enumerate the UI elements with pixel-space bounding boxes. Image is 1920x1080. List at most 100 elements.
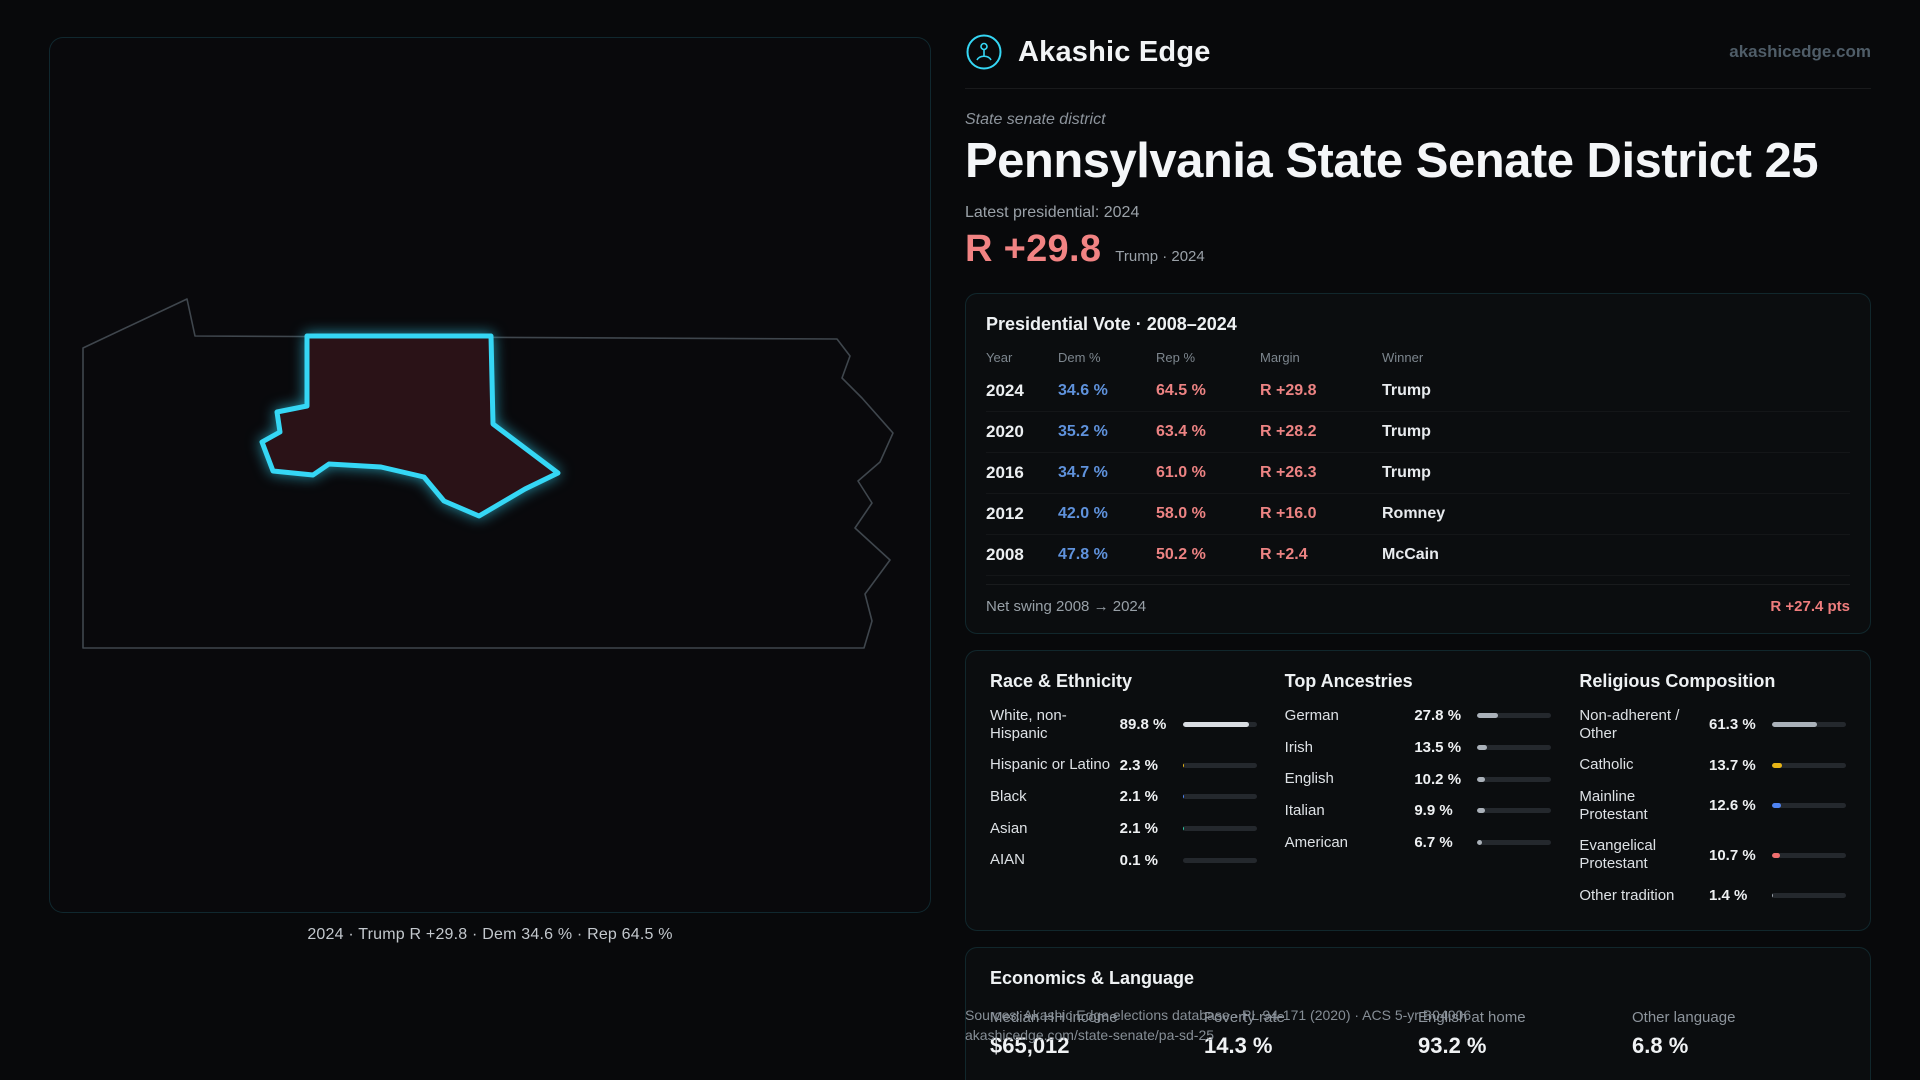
col-header-dem: Dem %: [1058, 350, 1101, 366]
demo-bar: [1771, 803, 1846, 809]
stat-label: Other language: [1632, 1008, 1736, 1026]
demo-row: Irish 13.5 %: [1285, 732, 1552, 764]
pennsylvania-map: [82, 298, 894, 649]
cell-winner: Trump: [1382, 463, 1431, 481]
demo-label: Mainline Protestant: [1579, 787, 1648, 823]
demo-label: AIAN: [990, 851, 1026, 869]
demo-bar-fill: [1182, 722, 1250, 728]
demo-value: 61.3 %: [1708, 716, 1756, 734]
headline-margin-value: R +29.8: [965, 227, 1102, 270]
table-row: 2024 34.6 % 64.5 % R +29.8 Trump: [986, 371, 1850, 412]
race-ethnicity-title: Race & Ethnicity: [990, 670, 1133, 691]
stat-value: 6.8 %: [1632, 1032, 1689, 1058]
cell-year: 2024: [986, 380, 1024, 400]
demo-value: 9.9 %: [1414, 802, 1453, 820]
cell-winner: Trump: [1382, 381, 1431, 399]
demo-label: Hispanic or Latino: [990, 756, 1111, 774]
demo-value: 2.3 %: [1119, 756, 1159, 774]
cell-winner: Trump: [1382, 422, 1431, 440]
col-header-winner: Winner: [1382, 350, 1424, 366]
demo-row: Asian 2.1 %: [990, 813, 1257, 845]
demo-bar: [1182, 826, 1257, 831]
demo-row: English 10.2 %: [1285, 763, 1552, 795]
religious-composition-section: Religious Composition Non-adherent / Oth…: [1579, 671, 1846, 912]
cell-dem: 35.2 %: [1058, 422, 1108, 440]
demo-row: Evangelical Protestant 10.7 %: [1579, 830, 1846, 879]
cell-margin: R +29.8: [1260, 381, 1317, 399]
presidential-vote-title: Presidential Vote · 2008–2024: [986, 313, 1237, 334]
cell-dem: 42.0 %: [1058, 504, 1108, 522]
headline-margin-note: Trump · 2024: [1115, 247, 1205, 265]
demo-bar: [1477, 776, 1552, 782]
brand-domain-link[interactable]: akashicedge.com: [1729, 42, 1871, 61]
demo-bar: [1477, 744, 1552, 750]
stat-label: Median HH income: [990, 1008, 1118, 1026]
demo-bar-fill: [1771, 893, 1774, 899]
economics-stats: Median HH income $65,012 Poverty rate 14…: [990, 1009, 1846, 1059]
demo-bar-fill: [1477, 744, 1488, 750]
demo-label: Asian: [990, 819, 1028, 837]
economics-language-title: Economics & Language: [990, 967, 1195, 988]
demo-row: White, non-Hispanic 89.8 %: [990, 700, 1257, 749]
demo-value: 2.1 %: [1119, 788, 1159, 806]
demo-value: 13.7 %: [1708, 756, 1756, 774]
demo-label: White, non-Hispanic: [990, 706, 1067, 742]
race-ethnicity-section: Race & Ethnicity White, non-Hispanic 89.…: [990, 671, 1257, 912]
demo-row: Black 2.1 %: [990, 781, 1257, 813]
demo-value: 89.8 %: [1119, 716, 1167, 734]
sources-footnote: Sources: Akashic Edge elections database…: [965, 1005, 1471, 1045]
demo-value: 12.6 %: [1708, 797, 1756, 815]
map-caption: 2024 · Trump R +29.8 · Dem 34.6 % · Rep …: [307, 926, 673, 943]
demo-bar: [1771, 893, 1846, 899]
cell-dem: 34.6 %: [1058, 381, 1108, 399]
stat-value: $65,012: [990, 1032, 1070, 1058]
demo-label: Non-adherent / Other: [1579, 706, 1680, 742]
demo-bar: [1771, 762, 1846, 768]
demo-bar-fill: [1477, 776, 1485, 782]
demo-bar: [1182, 722, 1257, 728]
demo-bar: [1477, 713, 1552, 719]
district-25-shape[interactable]: [259, 333, 561, 519]
demo-bar-fill: [1771, 722, 1818, 728]
demo-label: Italian: [1284, 801, 1325, 819]
cell-rep: 63.4 %: [1156, 422, 1206, 440]
religious-composition-title: Religious Composition: [1579, 670, 1776, 691]
demo-label: American: [1284, 833, 1349, 851]
demo-bar: [1182, 762, 1257, 768]
cell-year: 2016: [986, 462, 1024, 482]
demo-row: Mainline Protestant 12.6 %: [1579, 781, 1846, 830]
demo-label: German: [1284, 706, 1339, 724]
top-ancestries-title: Top Ancestries: [1284, 670, 1413, 691]
demo-bar-fill: [1771, 762, 1783, 768]
demo-bar-fill: [1182, 762, 1185, 768]
col-header-rep: Rep %: [1156, 350, 1196, 366]
demo-row: German 27.8 %: [1285, 700, 1552, 732]
demo-bar-fill: [1182, 794, 1185, 800]
demo-bar: [1182, 794, 1257, 800]
col-header-margin: Margin: [1260, 350, 1300, 366]
demo-label: Evangelical Protestant: [1579, 837, 1657, 873]
demo-value: 1.4 %: [1708, 887, 1748, 905]
demo-row: Hispanic or Latino 2.3 %: [990, 749, 1257, 781]
cell-margin: R +28.2: [1260, 422, 1317, 440]
header: Akashic Edge akashicedge.com: [965, 0, 1871, 89]
demo-row: Non-adherent / Other 61.3 %: [1579, 700, 1846, 749]
detail-column: Akashic Edge akashicedge.com State senat…: [965, 0, 1871, 1080]
demo-label: Other tradition: [1579, 886, 1675, 904]
demo-value: 13.5 %: [1414, 738, 1462, 756]
demo-row: Italian 9.9 %: [1285, 795, 1552, 827]
cell-rep: 58.0 %: [1156, 504, 1206, 522]
sources-permalink[interactable]: akashicedge.com/state-senate/pa-sd-25: [965, 1027, 1215, 1043]
demo-bar-fill: [1771, 852, 1780, 858]
demo-bar-fill: [1182, 826, 1185, 831]
presidential-vote-panel: Presidential Vote · 2008–2024 Year Dem %…: [965, 292, 1871, 634]
net-swing-label: Net swing 2008 → 2024: [986, 597, 1147, 615]
demo-row: American 6.7 %: [1285, 827, 1552, 859]
stat-label: English at home: [1418, 1008, 1526, 1026]
demo-bar: [1771, 852, 1846, 858]
demo-label: Irish: [1284, 738, 1313, 756]
demo-value: 2.1 %: [1119, 820, 1159, 837]
top-ancestries-section: Top Ancestries German 27.8 % Irish 13.5 …: [1285, 671, 1552, 912]
table-row: 2012 42.0 % 58.0 % R +16.0 Romney: [986, 494, 1850, 535]
demo-label: Catholic: [1579, 756, 1634, 774]
